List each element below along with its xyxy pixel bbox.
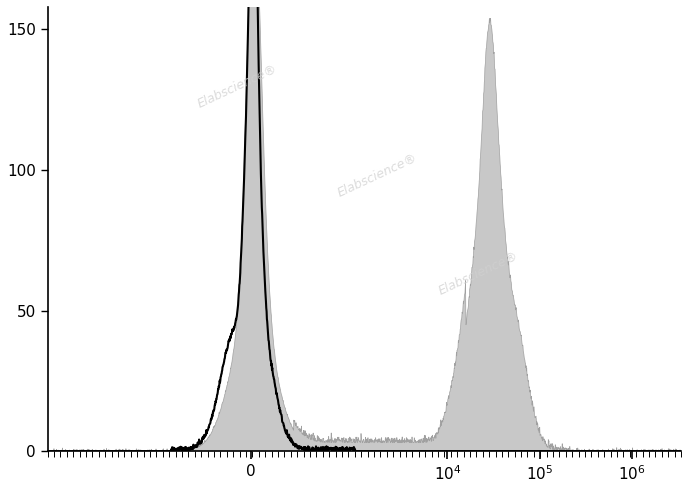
Text: Elabscience®: Elabscience® [436, 249, 520, 297]
Text: Elabscience®: Elabscience® [195, 63, 279, 111]
Text: Elabscience®: Elabscience® [335, 151, 419, 200]
